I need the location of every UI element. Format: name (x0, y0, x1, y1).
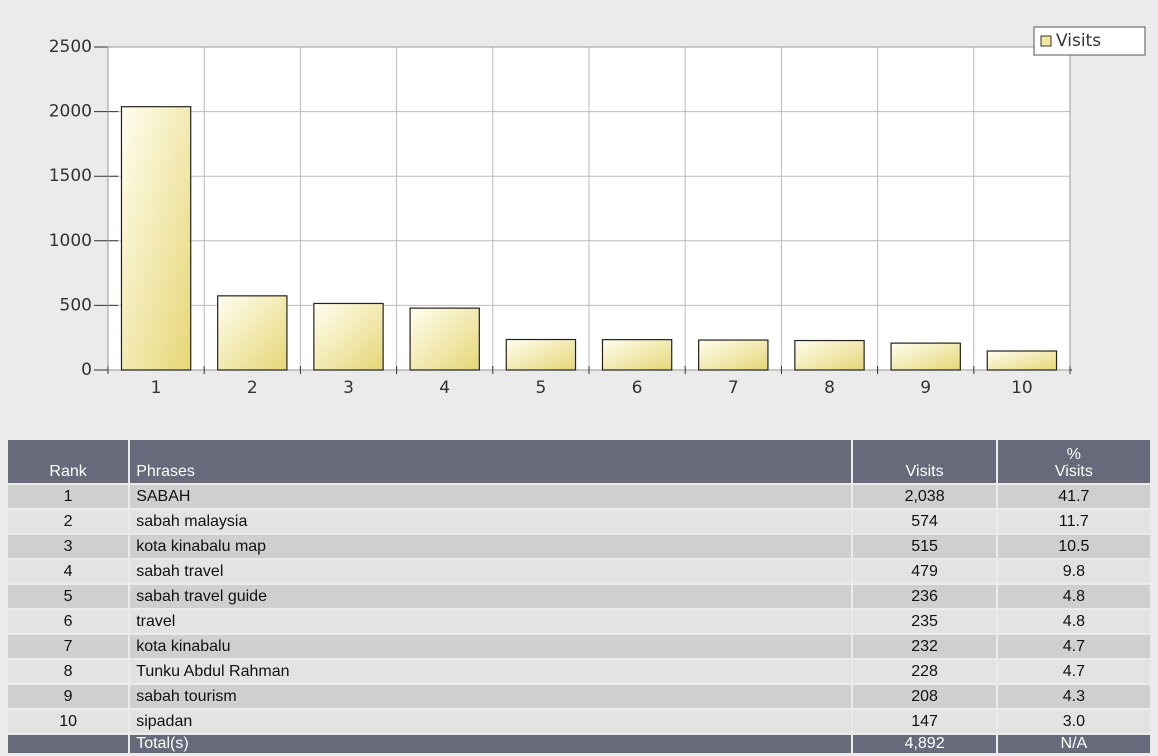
bar (794, 339, 865, 371)
chart: 0 500 1000 1500 2000 2500 1 2 3 4 5 6 7 8 9 10 Visits (49, 26, 1146, 398)
table-cell: kota kinabalu (130, 635, 852, 658)
bar (313, 302, 384, 371)
table-row: 3 kota kinabalu map 515 10.5 (8, 535, 1150, 558)
table-row: 9 sabah tourism 208 4.3 (8, 685, 1150, 708)
table-cell: 228 (853, 660, 996, 683)
x-tick-label: 6 (632, 378, 643, 398)
table-cell: 208 (853, 685, 996, 708)
table-row: 1 SABAH 2,038 41.7 (8, 485, 1150, 508)
table-cell: 9.8 (997, 560, 1150, 583)
table-cell: 232 (853, 635, 996, 658)
table-cell: travel (130, 610, 852, 633)
bar (698, 339, 769, 371)
table-row: 2 sabah malaysia 574 11.7 (8, 510, 1150, 533)
y-tick-label: 1000 (49, 231, 92, 251)
x-tick-label: 7 (728, 378, 739, 398)
table-cell (8, 735, 129, 753)
table-row: 4 sabah travel 479 9.8 (8, 560, 1150, 583)
table-cell: 147 (853, 710, 996, 733)
table-cell: 236 (853, 585, 996, 608)
x-tick-label: 8 (824, 378, 835, 398)
header-cell: Rank (8, 440, 129, 483)
table-row: 6 travel 235 4.8 (8, 610, 1150, 633)
header-cell: Phrases (130, 440, 852, 483)
legend: Visits (1033, 26, 1146, 56)
y-tick-label: 1500 (49, 166, 92, 186)
bar (120, 106, 192, 371)
bar (505, 338, 577, 371)
table-cell: 4,892 (853, 735, 996, 753)
table-cell: sabah malaysia (130, 510, 852, 533)
table-cell: 4 (8, 560, 129, 583)
table-cell: kota kinabalu map (130, 535, 852, 558)
table-cell: 11.7 (997, 510, 1150, 533)
x-tick-label: 9 (920, 378, 931, 398)
bar (217, 295, 288, 371)
table-cell: 10 (8, 710, 129, 733)
legend-swatch (1040, 35, 1052, 47)
table-cell: 4.8 (997, 610, 1150, 633)
table-cell: N/A (997, 735, 1150, 753)
table-cell: sipadan (130, 710, 852, 733)
table-row: 10 sipadan 147 3.0 (8, 710, 1150, 733)
bar (986, 350, 1058, 371)
table-cell: 2,038 (853, 485, 996, 508)
x-tick-label: 3 (343, 378, 354, 398)
table-cell: sabah tourism (130, 685, 852, 708)
legend-label: Visits (1056, 31, 1101, 51)
table-cell: 5 (8, 585, 129, 608)
y-tick-label: 2500 (49, 37, 92, 57)
table-cell: 3 (8, 535, 129, 558)
header-row: Rank Phrases Visits % Visits (8, 440, 1150, 483)
table-cell: 2 (8, 510, 129, 533)
table-cell: 3.0 (997, 710, 1150, 733)
table-cell: 7 (8, 635, 129, 658)
table-cell: sabah travel guide (130, 585, 852, 608)
table-row: 8 Tunku Abdul Rahman 228 4.7 (8, 660, 1150, 683)
x-tick-label: 2 (247, 378, 258, 398)
x-tick-label: 1 (151, 378, 162, 398)
table-row: 5 sabah travel guide 236 4.8 (8, 585, 1150, 608)
table-cell: 4.7 (997, 635, 1150, 658)
y-tick-label: 0 (81, 360, 92, 380)
table-cell: 10.5 (997, 535, 1150, 558)
table-cell: 479 (853, 560, 996, 583)
table-cell: 6 (8, 610, 129, 633)
data-table: Rank Phrases Visits % Visits 1 SABAH 2,038… (6, 438, 1152, 755)
table-cell: 574 (853, 510, 996, 533)
table-cell: 235 (853, 610, 996, 633)
bar (409, 307, 480, 371)
table-cell: Tunku Abdul Rahman (130, 660, 852, 683)
bar (890, 342, 961, 371)
total-row: Total(s) 4,892 N/A (8, 735, 1150, 753)
table-cell: Total(s) (130, 735, 852, 753)
header-cell: % Visits (997, 440, 1150, 483)
header-cell: Visits (853, 440, 996, 483)
x-tick-label: 10 (1011, 378, 1033, 398)
table-cell: sabah travel (130, 560, 852, 583)
table-cell: 9 (8, 685, 129, 708)
header-text: % Visits (1054, 446, 1093, 480)
table-cell: 4.8 (997, 585, 1150, 608)
x-tick-label: 4 (439, 378, 450, 398)
bar (601, 339, 673, 371)
table-row: 7 kota kinabalu 232 4.7 (8, 635, 1150, 658)
table-cell: 515 (853, 535, 996, 558)
table-cell: 41.7 (997, 485, 1150, 508)
x-tick-label: 5 (535, 378, 546, 398)
legend-box (1033, 26, 1146, 56)
table-cell: 1 (8, 485, 129, 508)
y-tick-label: 500 (60, 295, 92, 315)
table-cell: 4.3 (997, 685, 1150, 708)
table-cell: 4.7 (997, 660, 1150, 683)
table-cell: 8 (8, 660, 129, 683)
y-tick-label: 2000 (49, 102, 92, 122)
table-cell: SABAH (130, 485, 852, 508)
